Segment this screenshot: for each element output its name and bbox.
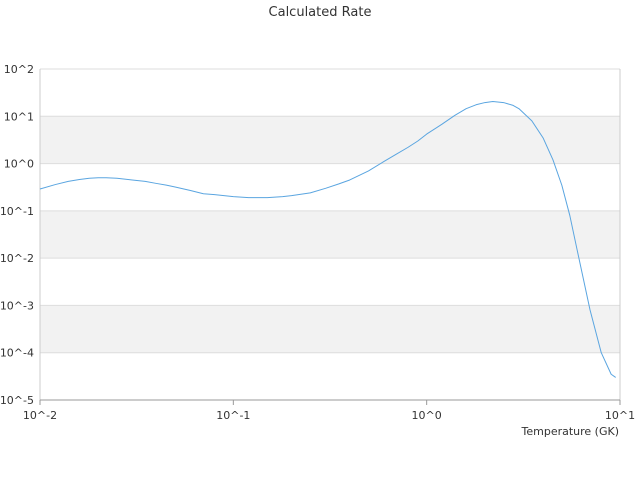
y-tick-label: 10^0 xyxy=(4,158,34,171)
x-axis-label: Temperature (GK) xyxy=(521,425,620,438)
x-tick-label: 10^0 xyxy=(412,409,442,422)
background-band xyxy=(40,116,620,164)
series-line xyxy=(39,101,616,378)
y-tick-label: 10^-2 xyxy=(0,252,34,265)
chart-title: Calculated Rate xyxy=(269,5,372,20)
axes xyxy=(39,69,621,405)
x-tick-label: 10^-2 xyxy=(23,409,57,422)
y-tick-label: 10^-3 xyxy=(0,299,34,312)
background-band xyxy=(40,305,620,353)
x-tick-label: 10^-1 xyxy=(216,409,250,422)
y-tick-label: 10^-1 xyxy=(0,205,34,218)
x-tick-label: 10^1 xyxy=(605,409,635,422)
background-bands xyxy=(40,116,620,353)
y-tick-label: 10^-4 xyxy=(0,347,34,360)
background-band xyxy=(40,210,620,259)
y-tick-label: 10^-5 xyxy=(0,394,34,407)
tick-labels: 10^2 10^1 10^0 10^-1 10^-2 10^-3 10^-4 10^-5 10^… xyxy=(0,63,635,422)
y-tick-label: 10^1 xyxy=(4,110,34,123)
series-group xyxy=(39,101,616,378)
y-tick-label: 10^2 xyxy=(4,63,34,76)
